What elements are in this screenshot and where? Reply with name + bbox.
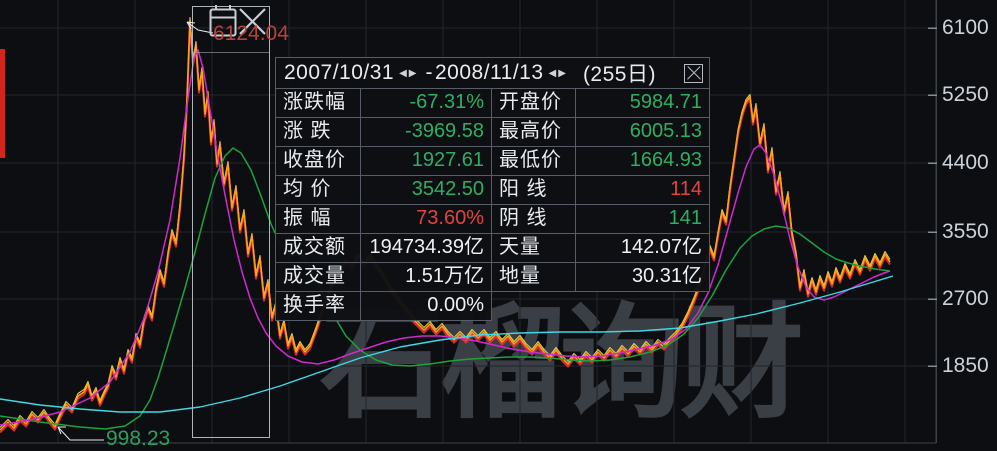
stat-value: 141 <box>576 205 710 234</box>
series-ma-magenta <box>0 49 891 426</box>
calendar-icon[interactable] <box>209 5 237 37</box>
stat-value: 30.31亿 <box>576 263 710 292</box>
stat-value: 73.60% <box>361 205 492 234</box>
left-red-marker <box>0 49 5 158</box>
price-and-ma-series <box>0 16 894 434</box>
end-date: 2008/11/13 <box>435 61 544 84</box>
start-date: 2007/10/31 <box>284 61 395 84</box>
day-count: (255日) <box>582 63 656 86</box>
series-ma-cyan <box>0 275 894 413</box>
y-axis-label: 6100 <box>942 16 989 39</box>
stat-value: 142.07亿 <box>576 234 710 263</box>
stat-value: 1664.93 <box>576 147 710 176</box>
series-ma-green <box>0 147 891 430</box>
stat-value: 6005.13 <box>576 118 710 147</box>
range-stats-panel: 2007/10/31 ◀▶ - 2008/11/13 ◀▶ (255日) 涨跌幅… <box>275 57 710 321</box>
y-axis-label: 2700 <box>942 287 989 310</box>
stat-value: 194734.39亿 <box>361 234 492 263</box>
panel-header: 2007/10/31 ◀▶ - 2008/11/13 ◀▶ (255日) <box>275 57 710 89</box>
series-price <box>0 19 891 431</box>
y-axis-label: 1850 <box>942 354 989 377</box>
stat-label: 天量 <box>492 234 576 263</box>
panel-close-icon[interactable] <box>684 63 703 83</box>
end-date-stepper-icon[interactable]: ◀▶ <box>548 67 568 79</box>
stat-label: 均 价 <box>275 176 361 205</box>
y-axis-label: 4400 <box>942 151 989 174</box>
peak-price-label: 6124.04 <box>213 22 289 45</box>
stat-label: 振 幅 <box>275 205 361 234</box>
stat-label: 成交额 <box>275 234 361 263</box>
stat-label: 成交量 <box>275 263 361 292</box>
stat-label: 换手率 <box>275 292 361 321</box>
stat-label: 地量 <box>492 263 576 292</box>
annotation-pointer-lines <box>57 21 214 441</box>
date-separator: - <box>425 61 433 84</box>
red-marker-bar <box>0 49 5 158</box>
stat-value: 114 <box>576 176 710 205</box>
stat-value: 1927.61 <box>361 147 492 176</box>
stat-label: 最高价 <box>492 118 576 147</box>
y-axis <box>0 0 937 444</box>
stat-label: 涨 跌 <box>275 118 361 147</box>
panel-rows: 涨跌幅 -67.31% 开盘价 5984.71 涨 跌 -3969.58 最高价 6005.1… <box>275 89 710 321</box>
close-icon[interactable] <box>239 8 266 35</box>
low-price-label: 998.23 <box>106 427 171 450</box>
stat-label: 开盘价 <box>492 89 576 118</box>
stat-value: 0.00% <box>361 292 492 321</box>
stat-value: 3542.50 <box>361 176 492 205</box>
stat-label: 阴 线 <box>492 205 576 234</box>
y-axis-label: 5250 <box>942 83 989 106</box>
stat-value: -67.31% <box>361 89 492 118</box>
stat-label: 收盘价 <box>275 147 361 176</box>
stat-label: 涨跌幅 <box>275 89 361 118</box>
stat-value: 1.51万亿 <box>361 263 492 292</box>
start-date-stepper-icon[interactable]: ◀▶ <box>399 67 419 79</box>
y-axis-label: 3550 <box>942 220 989 243</box>
stat-label: 最低价 <box>492 147 576 176</box>
stat-label: 阳 线 <box>492 176 576 205</box>
stat-value: -3969.58 <box>361 118 492 147</box>
stat-value: 5984.71 <box>576 89 710 118</box>
